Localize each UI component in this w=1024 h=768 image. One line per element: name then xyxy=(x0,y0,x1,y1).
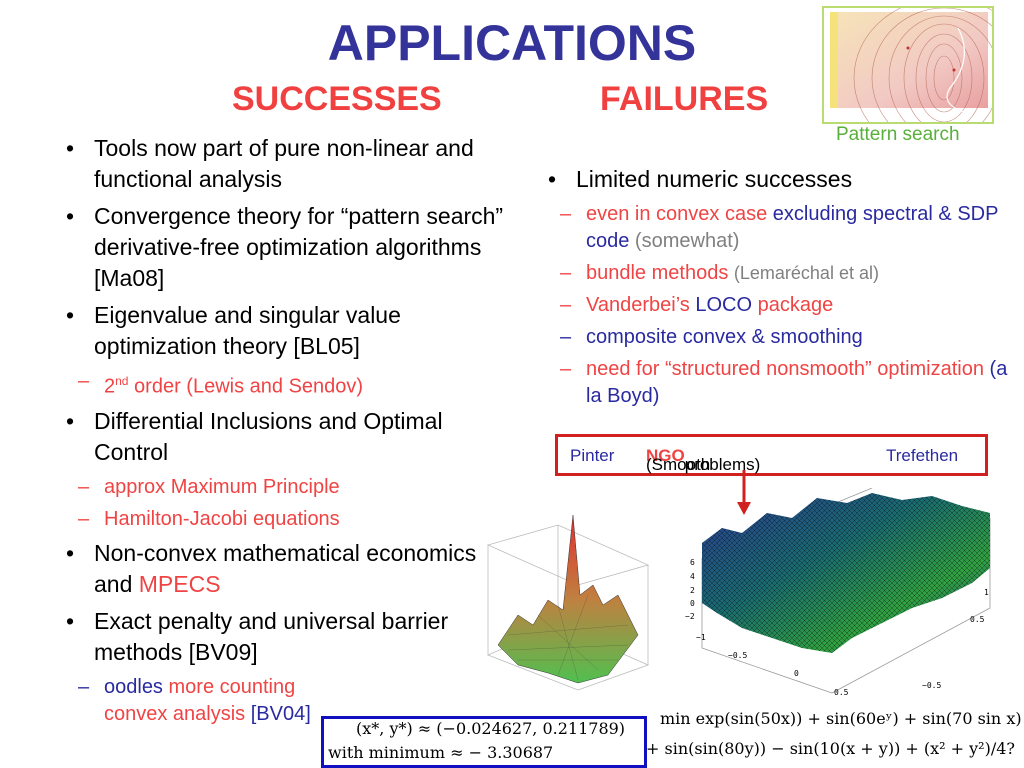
x-tick-label: −0.5 xyxy=(728,651,747,660)
subitem-bundle-methods: bundle methods (Lemaréchal et al) xyxy=(540,260,1010,287)
z-tick-label: 4 xyxy=(690,572,695,581)
smooth-text: (Smooth xyxy=(646,455,711,474)
pinter-label: Pinter xyxy=(570,446,615,465)
oodles-text: oodles xyxy=(104,675,163,698)
boyd-text: (a la Boyd) xyxy=(586,358,1008,407)
z-tick-label: −1 xyxy=(696,633,706,642)
lemarechal-text: (Lemaréchal et al) xyxy=(733,263,879,283)
package-text: package xyxy=(752,294,834,316)
second-order-number: 2 xyxy=(104,375,116,398)
minimum-result-box: (x*, y*) ≈ (−0.024627, 0.211789) with mi… xyxy=(321,716,647,768)
mpecs-text: MPECS xyxy=(138,570,221,597)
bv04-text: [BV04] xyxy=(245,702,311,725)
second-order-superscript: nd xyxy=(115,374,129,388)
minimizer-text: (x*, y*) ≈ (−0.024627, 0.211789) xyxy=(356,719,626,738)
problems-text: problems) xyxy=(684,455,761,474)
bundle-methods-text: bundle methods xyxy=(586,262,734,284)
y-tick-label: 1 xyxy=(984,588,989,597)
second-order-text: order (Lewis and Sendov) xyxy=(128,375,364,398)
subitem-second-order: 2nd order (Lewis and Sendov) xyxy=(58,368,518,401)
success-item-penalty: Exact penalty and universal barrier meth… xyxy=(58,606,518,668)
counting-convex-text: more counting convex analysis xyxy=(104,675,296,725)
x-tick-label: 0.5 xyxy=(834,688,849,697)
spectral-sdp-text: excluding spectral & SDP code xyxy=(586,203,999,252)
slide-title: APPLICATIONS xyxy=(327,15,697,71)
ngo-problems-box: Pinter (Smooth NGO problems) Trefethen xyxy=(555,434,988,476)
vanderbei-text: Vanderbei’s xyxy=(586,294,696,316)
z-tick-label: −2 xyxy=(685,612,695,621)
success-item-tools: Tools now part of pure non-linear and fu… xyxy=(58,133,518,195)
subitem-hamilton-jacobi: Hamilton-Jacobi equations xyxy=(58,506,518,533)
y-tick-label: −0.5 xyxy=(922,681,941,690)
structured-nonsmooth-text: need for “structured nonsmooth” optimiza… xyxy=(586,358,984,380)
subitem-structured-nonsmooth: need for “structured nonsmooth” optimiza… xyxy=(540,356,1010,410)
ngo-text: NGO xyxy=(646,446,685,465)
objective-line-2: + sin(sin(80y)) − sin(10(x + y)) + (x² +… xyxy=(646,739,1015,758)
successes-heading: SUCCESSES xyxy=(232,80,442,118)
subitem-convex-case: even in convex case excluding spectral &… xyxy=(540,201,1010,255)
smooth-ngo-label: (Smooth NGO problems) xyxy=(646,446,760,474)
z-tick-label: 0 xyxy=(690,599,695,608)
trefethen-label: Trefethen xyxy=(886,446,959,465)
z-tick-label: 2 xyxy=(690,586,695,595)
minimum-value-text: with minimum ≈ − 3.30687 xyxy=(328,743,554,762)
failures-list: Limited numeric successes even in convex… xyxy=(540,164,1010,415)
convex-case-text: even in convex case xyxy=(586,203,773,225)
subitem-loco: Vanderbei’s LOCO package xyxy=(540,292,1010,319)
successes-list: Tools now part of pure non-linear and fu… xyxy=(58,133,518,733)
loco-text: LOCO xyxy=(695,294,753,316)
success-item-economics: Non-convex mathematical economics and MP… xyxy=(58,538,518,600)
success-item-differential: Differential Inclusions and Optimal Cont… xyxy=(58,406,518,468)
z-tick-label: 6 xyxy=(690,558,695,567)
x-tick-label: 0 xyxy=(794,669,799,678)
somewhat-text: (somewhat) xyxy=(629,230,740,252)
down-arrow-icon xyxy=(737,470,751,515)
peaks-surface-plot xyxy=(486,514,650,691)
trefethen-surface-plot: 6 4 2 0 −2 −1 −0.5 0 0.5 1 0.5 −0.5 xyxy=(685,488,991,697)
subitem-maximum-principle: approx Maximum Principle xyxy=(58,474,518,501)
objective-line-1: min exp(sin(50x)) + sin(60eʸ) + sin(70 s… xyxy=(660,709,1022,728)
success-item-eigenvalue: Eigenvalue and singular value optimizati… xyxy=(58,300,518,362)
subitem-oodles: oodles more counting convex analysis [BV… xyxy=(58,674,364,728)
economics-text: Non-convex mathematical economics and xyxy=(94,539,477,597)
failures-heading: FAILURES xyxy=(600,80,769,118)
pattern-search-thumbnail xyxy=(822,0,1024,159)
pattern-search-caption: Pattern search xyxy=(836,124,960,145)
success-item-convergence: Convergence theory for “pattern search” … xyxy=(58,201,518,294)
subitem-composite-convex: composite convex & smoothing xyxy=(540,324,1010,351)
failure-item-limited: Limited numeric successes xyxy=(540,164,1010,195)
y-tick-label: 0.5 xyxy=(970,615,985,624)
